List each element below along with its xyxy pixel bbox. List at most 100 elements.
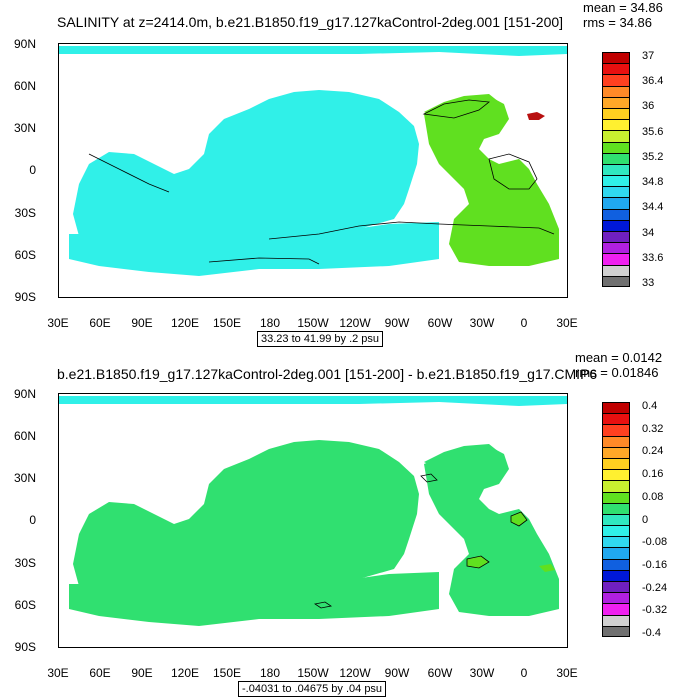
colorbar-label: 37 [642, 50, 655, 62]
lat-tick: 0 [29, 513, 36, 527]
lon-tick: 30E [47, 316, 69, 330]
lat-tick: 30N [13, 121, 36, 135]
colorbar-label: 35.6 [642, 125, 664, 138]
lon-tick: 120E [170, 666, 200, 680]
map-plot [58, 43, 568, 298]
rms-label: rms = 0.01846 [575, 365, 659, 380]
colorbar-swatch [602, 491, 630, 504]
colorbar-swatch [602, 413, 630, 425]
ocean-atlantic [424, 446, 559, 616]
colorbar-swatch [602, 480, 630, 493]
colorbar-label: 0.08 [642, 490, 664, 503]
colorbar-swatch [602, 96, 630, 109]
colorbar-swatch [602, 536, 630, 548]
lat-tick: 90N [13, 37, 36, 51]
lon-tick: 60W [427, 666, 453, 680]
colorbar-swatch [602, 141, 630, 154]
colorbar-swatch [602, 253, 630, 266]
lon-tick: 30W [469, 316, 495, 330]
contour-line [510, 511, 528, 527]
lon-tick: 180 [259, 666, 281, 680]
mean-label: mean = 0.0142 [575, 350, 663, 365]
colorbar-label: 36.4 [642, 75, 664, 88]
contour-line [466, 555, 490, 569]
colorbar-swatch [602, 197, 630, 210]
colorbar: 0.4 0.32 0.24 0.16 0.08 0 -0.08 -0.16 -0.24 -0.32… [602, 400, 667, 639]
lon-tick: 0 [520, 666, 528, 680]
lon-tick: 120W [339, 666, 371, 680]
colorbar: 37 36.4 36 35.6 35.2 34.8 34.4 34 33.6 33 [602, 50, 663, 289]
colorbar-label: 0.32 [642, 422, 664, 435]
colorbar-swatch [602, 502, 630, 515]
lat-tick: 90S [14, 290, 36, 304]
lon-tick: 60E [89, 316, 111, 330]
colorbar-label: -0.24 [642, 581, 668, 594]
lat-tick: 90N [13, 387, 36, 401]
colorbar-swatch [602, 119, 630, 131]
contour-line [420, 473, 438, 483]
colorbar-label: 0.4 [642, 400, 658, 412]
lon-tick: 90W [384, 316, 410, 330]
contour-line [88, 153, 170, 193]
mean-label: mean = 34.86 [583, 0, 663, 15]
colorbar-swatch [602, 163, 630, 176]
colorbar-swatch [602, 74, 630, 87]
map-svg [59, 46, 567, 276]
lat-tick: 30S [14, 206, 36, 220]
contour-range-label: 33.23 to 41.99 by .2 psu [257, 331, 384, 347]
lon-tick: 180 [259, 316, 281, 330]
colorbar-label: 34.4 [642, 201, 664, 214]
panel-difference: b.e21.B1850.f19_g17.127kaControl-2deg.00… [0, 350, 700, 700]
colorbar-swatch [602, 603, 630, 616]
ocean-arctic [59, 46, 567, 56]
lat-tick: 30S [14, 556, 36, 570]
colorbar-swatch [602, 547, 630, 560]
map-svg [59, 396, 567, 626]
colorbar-swatch [602, 513, 630, 526]
lat-tick: 60N [13, 79, 36, 93]
lon-tick: 90E [131, 666, 153, 680]
lon-tick: 60W [427, 316, 453, 330]
high-salinity-spot [527, 112, 545, 120]
lat-tick: 60N [13, 429, 36, 443]
panel-title: SALINITY at z=2414.0m, b.e21.B1850.f19_g… [57, 14, 564, 30]
colorbar-label: 0.16 [642, 468, 664, 481]
colorbar-label: -0.16 [642, 558, 668, 571]
lat-tick: 60S [14, 248, 36, 262]
ocean-southern [69, 572, 439, 626]
ocean-global [73, 440, 419, 594]
colorbar-label: -0.08 [642, 536, 668, 549]
map-plot [58, 393, 568, 648]
lon-tick: 30E [47, 666, 69, 680]
lat-tick: 0 [29, 163, 36, 177]
colorbar-swatch [602, 208, 630, 221]
colorbar-swatch [602, 275, 630, 288]
colorbar-swatch [602, 107, 630, 120]
colorbar-swatch [602, 569, 630, 582]
contour-line [268, 221, 555, 240]
lon-tick: 150E [212, 316, 242, 330]
panel-salinity: SALINITY at z=2414.0m, b.e21.B1850.f19_g… [13, 0, 663, 347]
lat-tick: 90S [14, 640, 36, 654]
colorbar-label: 35.2 [642, 150, 664, 163]
lon-tick: 90E [131, 316, 153, 330]
lon-tick: 150W [297, 316, 329, 330]
colorbar-label: 0.24 [642, 445, 664, 458]
colorbar-label: 33 [642, 277, 655, 289]
colorbar-swatch [602, 435, 630, 448]
lon-tick: 30E [556, 666, 578, 680]
colorbar-label: 33.6 [642, 251, 664, 264]
colorbar-swatch [602, 63, 630, 75]
colorbar-swatch [602, 469, 630, 481]
colorbar-swatch [602, 52, 630, 64]
colorbar-label: 34 [642, 226, 655, 239]
colorbar-swatch [602, 446, 630, 459]
ocean-pacific-indian [73, 90, 419, 244]
panel-title: b.e21.B1850.f19_g17.127kaControl-2deg.00… [57, 366, 597, 382]
rms-label: rms = 34.86 [583, 15, 653, 30]
colorbar-swatch [602, 186, 630, 198]
positive-anomaly-spot [511, 512, 527, 526]
colorbar-swatch [602, 614, 630, 627]
contour-line [313, 601, 333, 609]
colorbar-swatch [602, 457, 630, 470]
